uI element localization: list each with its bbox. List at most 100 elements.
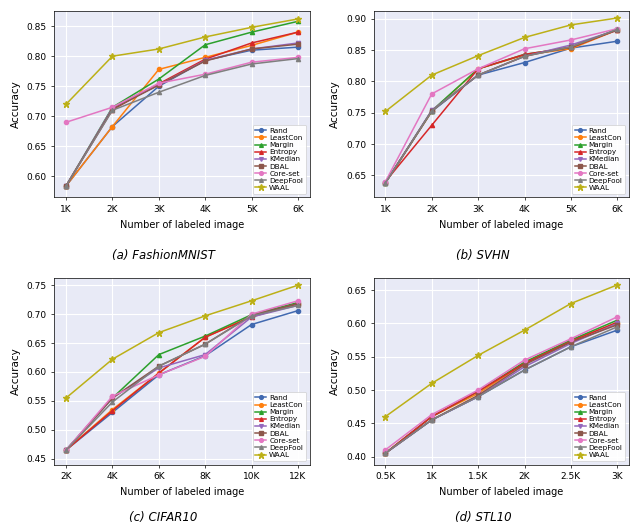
DeepFool: [202, 341, 209, 348]
Margin: [474, 66, 482, 72]
DBAL: [294, 300, 302, 307]
LeastCon: [428, 414, 436, 420]
WAAL: [294, 282, 302, 288]
X-axis label: Number of labeled image: Number of labeled image: [439, 487, 563, 497]
WAAL: [155, 46, 163, 52]
Line: DeepFool: DeepFool: [64, 303, 300, 452]
X-axis label: Number of labeled image: Number of labeled image: [120, 487, 244, 497]
KMedian: [248, 314, 255, 320]
Core-set: [109, 104, 116, 111]
Line: LeastCon: LeastCon: [64, 302, 300, 452]
LeastCon: [109, 123, 116, 130]
Entropy: [381, 179, 389, 185]
WAAL: [109, 53, 116, 59]
KMedian: [521, 363, 529, 370]
Margin: [62, 183, 70, 189]
DBAL: [294, 41, 302, 47]
Legend: Rand, LeastCon, Margin, Entropy, KMedian, DBAL, Core-set, DeepFool, WAAL: Rand, LeastCon, Margin, Entropy, KMedian…: [253, 392, 306, 461]
Line: KMedian: KMedian: [383, 322, 620, 455]
Line: DeepFool: DeepFool: [64, 57, 300, 188]
Rand: [521, 59, 529, 66]
Line: KMedian: KMedian: [383, 28, 620, 185]
LeastCon: [381, 450, 389, 457]
Rand: [109, 409, 116, 416]
Line: Rand: Rand: [64, 45, 300, 188]
KMedian: [62, 183, 70, 189]
WAAL: [428, 72, 436, 78]
Margin: [567, 44, 575, 51]
Rand: [202, 57, 209, 63]
WAAL: [428, 380, 436, 387]
WAAL: [614, 282, 621, 288]
LeastCon: [428, 108, 436, 115]
Line: LeastCon: LeastCon: [383, 28, 620, 185]
LeastCon: [614, 320, 621, 326]
LeastCon: [567, 45, 575, 52]
KMedian: [567, 340, 575, 346]
Text: (c) CIFAR10: (c) CIFAR10: [129, 510, 197, 524]
Line: LeastCon: LeastCon: [383, 322, 620, 455]
Line: KMedian: KMedian: [64, 303, 300, 452]
Entropy: [294, 300, 302, 307]
Margin: [109, 395, 116, 401]
Margin: [294, 18, 302, 24]
Entropy: [428, 414, 436, 420]
Entropy: [567, 44, 575, 51]
WAAL: [381, 414, 389, 420]
KMedian: [381, 180, 389, 186]
Y-axis label: Accuracy: Accuracy: [330, 80, 340, 128]
Entropy: [521, 360, 529, 367]
LeastCon: [248, 313, 255, 320]
Entropy: [155, 370, 163, 376]
Rand: [155, 372, 163, 378]
LeastCon: [62, 447, 70, 453]
Line: DBAL: DBAL: [64, 302, 300, 452]
Margin: [202, 42, 209, 48]
Line: DeepFool: DeepFool: [383, 27, 620, 185]
LeastCon: [202, 334, 209, 341]
Legend: Rand, LeastCon, Margin, Entropy, KMedian, DBAL, Core-set, DeepFool, WAAL: Rand, LeastCon, Margin, Entropy, KMedian…: [572, 392, 625, 461]
Core-set: [474, 66, 482, 72]
Margin: [294, 299, 302, 306]
Core-set: [614, 25, 621, 32]
Core-set: [567, 37, 575, 43]
Margin: [381, 180, 389, 186]
WAAL: [294, 16, 302, 22]
DBAL: [521, 361, 529, 368]
DeepFool: [202, 72, 209, 79]
Rand: [474, 394, 482, 400]
DBAL: [202, 341, 209, 348]
Rand: [248, 47, 255, 53]
Rand: [62, 447, 70, 453]
KMedian: [474, 72, 482, 78]
LeastCon: [614, 27, 621, 33]
Line: Rand: Rand: [64, 308, 300, 452]
Line: Margin: Margin: [383, 27, 620, 185]
DBAL: [248, 312, 255, 318]
Rand: [614, 327, 621, 333]
KMedian: [155, 82, 163, 88]
WAAL: [521, 34, 529, 41]
LeastCon: [155, 66, 163, 72]
Line: Entropy: Entropy: [64, 30, 300, 188]
Core-set: [521, 357, 529, 363]
Rand: [567, 45, 575, 51]
Line: KMedian: KMedian: [64, 41, 300, 188]
Margin: [155, 351, 163, 358]
Entropy: [428, 122, 436, 129]
LeastCon: [521, 52, 529, 58]
Line: WAAL: WAAL: [382, 14, 621, 115]
DeepFool: [567, 44, 575, 50]
DeepFool: [521, 367, 529, 373]
Margin: [567, 337, 575, 343]
KMedian: [155, 364, 163, 371]
WAAL: [474, 352, 482, 359]
Line: Rand: Rand: [383, 39, 620, 185]
DBAL: [428, 417, 436, 423]
Entropy: [202, 56, 209, 62]
Entropy: [109, 106, 116, 113]
DeepFool: [381, 180, 389, 186]
Line: Rand: Rand: [383, 328, 620, 455]
Entropy: [62, 183, 70, 189]
Entropy: [248, 40, 255, 46]
